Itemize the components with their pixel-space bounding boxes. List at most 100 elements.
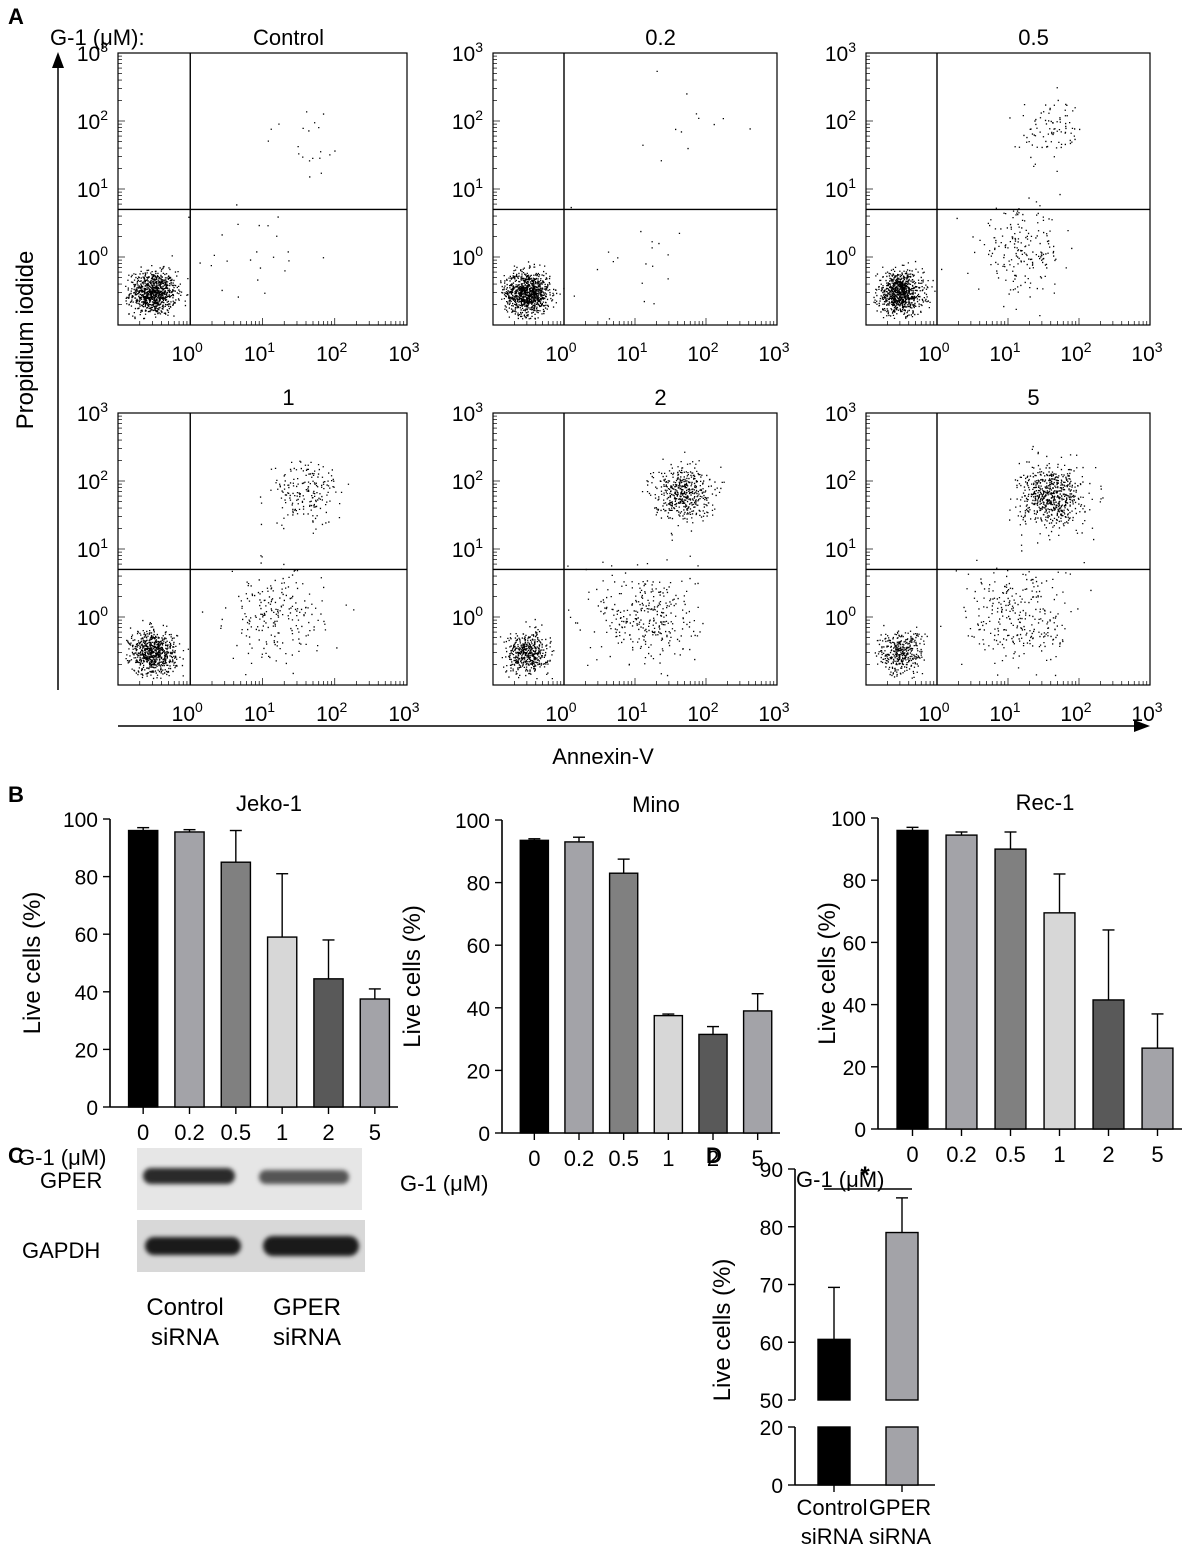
y-tick-label-exp: 2 — [848, 107, 856, 123]
x-tick-label-base: 10 — [1060, 343, 1083, 366]
x-tick-label: 100 — [918, 699, 949, 726]
y-tick-label: 80 — [760, 1217, 783, 1240]
flow-plot-title: 1 — [282, 385, 294, 410]
x-tick-label: 0.5 — [221, 1120, 252, 1145]
bar-2 — [1092, 999, 1125, 1130]
x-tick-label-exp: 3 — [1155, 699, 1163, 715]
y-tick-label: 101 — [452, 175, 483, 202]
y-tick-label: 103 — [77, 39, 108, 66]
y-tick-label-exp: 1 — [100, 535, 108, 551]
y-axis-title-propidium-iodide: Propidium iodide — [12, 251, 39, 430]
bar-chart-title: Jeko-1 — [236, 791, 302, 816]
panel-letter-d: D — [706, 1143, 722, 1168]
y-axis-title: Live cells (%) — [399, 905, 426, 1048]
x-tick-label: 5 — [369, 1120, 381, 1145]
blot-lane-label-gper-line1: GPER — [272, 1294, 341, 1321]
y-tick-label-base: 10 — [77, 607, 100, 630]
y-tick-label-base: 10 — [452, 43, 475, 66]
y-tick-label: 101 — [825, 535, 856, 562]
y-tick-label: 101 — [825, 175, 856, 202]
bar-1 — [1043, 912, 1076, 1130]
x-tick-label: 0.2 — [174, 1120, 205, 1145]
x-tick-label-line1: Control — [797, 1495, 868, 1520]
x-tick-label-exp: 3 — [412, 339, 420, 355]
y-tick-label-exp: 3 — [475, 399, 483, 415]
x-tick-label-base: 10 — [244, 343, 267, 366]
x-tick-label: 102 — [316, 339, 347, 366]
x-tick-label-base: 10 — [172, 703, 195, 726]
y-tick-label-exp: 3 — [848, 399, 856, 415]
y-tick-label-base: 10 — [77, 43, 100, 66]
y-tick-label: 100 — [452, 603, 483, 630]
bar-chart-2: 0 20 40 60 80 100 0 0.2 0.5 1 2 5 Mino G-1 (μM) Live c… — [399, 792, 780, 1196]
x-tick-label-exp: 1 — [1013, 339, 1021, 355]
y-tick-label-exp: 0 — [100, 243, 108, 259]
x-tick-label: 102 — [316, 699, 347, 726]
x-tick-label: 101 — [244, 339, 275, 366]
y-tick-label: 103 — [77, 399, 108, 426]
panel-letter-b: B — [8, 782, 24, 807]
y-tick-label: 102 — [825, 467, 856, 494]
y-tick-label-base: 10 — [452, 179, 475, 202]
x-tick-label-line2: siRNA — [869, 1524, 932, 1549]
y-tick-label-exp: 1 — [848, 175, 856, 191]
y-tick-label: 50 — [760, 1390, 783, 1413]
x-axis-title: G-1 (μM) — [18, 1145, 106, 1170]
bar-0.5 — [608, 872, 639, 1134]
bar-2 — [698, 1033, 728, 1134]
y-tick-label: 20 — [760, 1417, 783, 1440]
bar-0.2 — [174, 831, 205, 1108]
x-tick-label-exp: 0 — [569, 699, 577, 715]
y-tick-label-exp: 1 — [475, 175, 483, 191]
x-tick-label: 101 — [989, 699, 1020, 726]
y-tick-label: 60 — [760, 1332, 783, 1355]
flow-events — [499, 451, 725, 680]
bar-0.2 — [564, 841, 594, 1134]
x-tick-label-exp: 2 — [711, 699, 719, 715]
x-tick-label-exp: 2 — [1084, 339, 1092, 355]
x-tick-label: 2 — [1102, 1142, 1114, 1167]
x-tick-label-exp: 2 — [1084, 699, 1092, 715]
x-tick-label: 100 — [918, 339, 949, 366]
y-tick-label: 101 — [77, 535, 108, 562]
y-tick-label: 60 — [843, 932, 866, 955]
x-tick-label-base: 10 — [316, 703, 339, 726]
y-tick-label: 20 — [467, 1060, 490, 1083]
y-tick-label: 102 — [825, 107, 856, 134]
flow-events — [873, 87, 1081, 319]
x-tick-label-exp: 3 — [1155, 339, 1163, 355]
y-tick-label: 0 — [478, 1123, 490, 1146]
y-tick-label-exp: 0 — [475, 603, 483, 619]
y-tick-label-base: 10 — [825, 43, 848, 66]
y-tick-label: 100 — [831, 808, 866, 831]
y-tick-label-base: 10 — [825, 607, 848, 630]
x-tick-label: 2 — [322, 1120, 334, 1145]
blot-gapdh — [137, 1220, 365, 1272]
x-tick-label-line2: siRNA — [801, 1524, 864, 1549]
x-tick-label: 101 — [616, 699, 647, 726]
x-tick-label: 0 — [528, 1146, 540, 1171]
y-tick-label: 0 — [854, 1119, 866, 1142]
x-tick-label-exp: 0 — [569, 339, 577, 355]
bar-0.5 — [220, 861, 252, 1108]
y-tick-label-exp: 2 — [100, 467, 108, 483]
x-tick-label-exp: 3 — [412, 699, 420, 715]
x-tick-label: 103 — [758, 339, 789, 366]
x-tick-label: 103 — [388, 699, 419, 726]
x-tick-label-base: 10 — [545, 343, 568, 366]
y-tick-label: 103 — [825, 39, 856, 66]
y-tick-label-base: 10 — [825, 471, 848, 494]
blot-band-gapdh-control — [145, 1237, 241, 1255]
bar-lower-2 — [885, 1426, 919, 1486]
x-tick-label: 100 — [545, 339, 576, 366]
blot-band-gapdh-sirna — [263, 1236, 359, 1256]
x-tick-label-base: 10 — [758, 703, 781, 726]
x-tick-label-exp: 3 — [782, 339, 790, 355]
y-tick-label: 70 — [760, 1275, 783, 1298]
bar-upper-1 — [817, 1338, 851, 1401]
x-tick-label: 100 — [545, 699, 576, 726]
x-tick-label-base: 10 — [616, 343, 639, 366]
y-tick-label-exp: 0 — [848, 603, 856, 619]
x-tick-label-exp: 0 — [942, 339, 950, 355]
